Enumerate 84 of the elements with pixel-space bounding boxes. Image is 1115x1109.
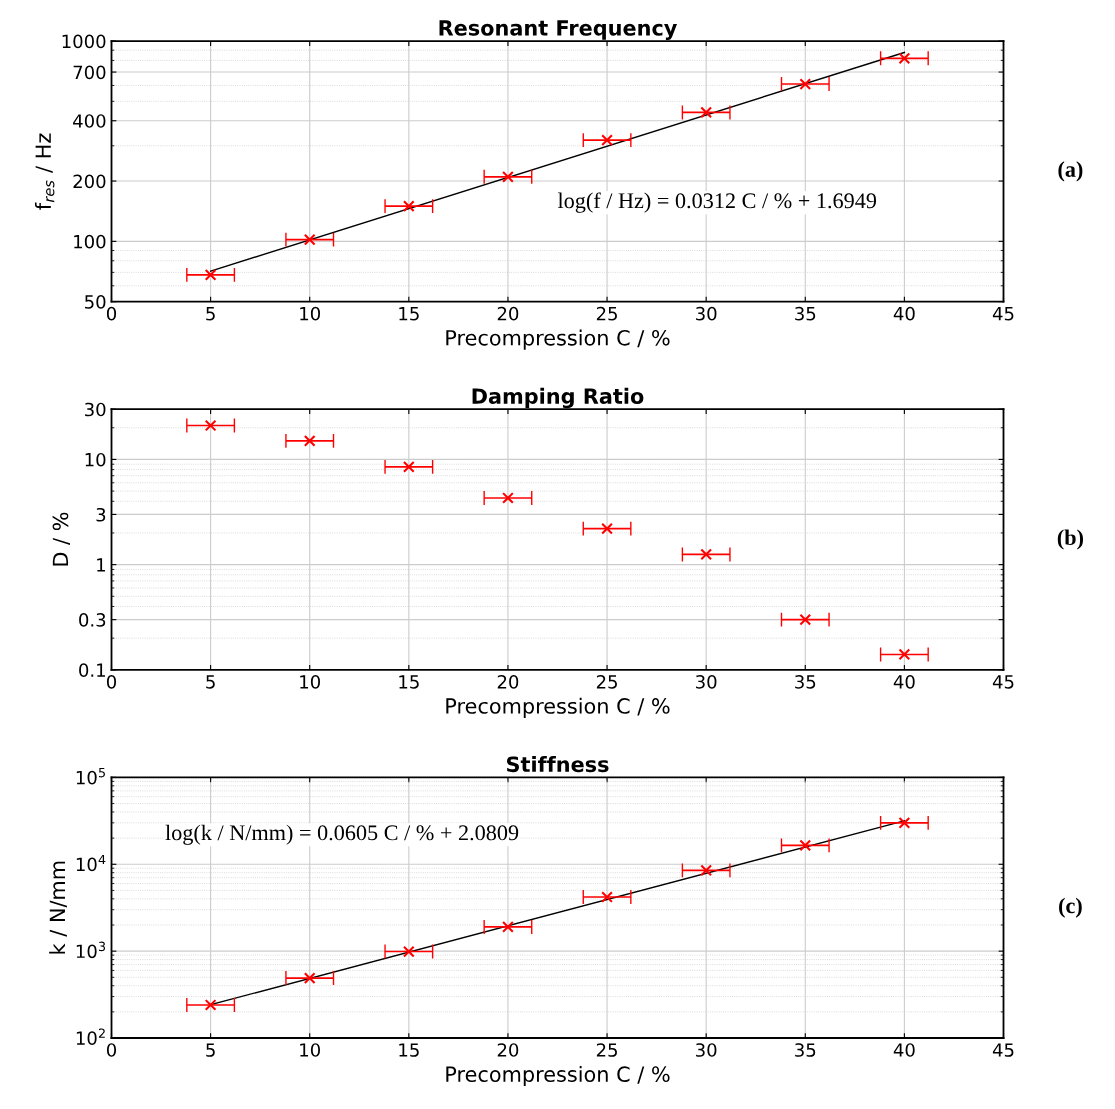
point: [799, 78, 812, 90]
x-tick-label: 10: [300, 306, 321, 321]
x-tick-label: 10: [300, 1043, 321, 1057]
y-tick-label: 0.3: [79, 613, 106, 627]
x-tick-label: 0: [106, 675, 117, 689]
y-tick-label: 400: [73, 114, 106, 128]
y-tick-label: 700: [73, 65, 106, 80]
y-tick-label: 10$^{2}$: [76, 1028, 105, 1045]
x-tick-label: 25: [596, 1043, 617, 1057]
point: [204, 999, 217, 1011]
x-tick-label: 30: [696, 1043, 717, 1057]
text: (a): [1058, 161, 1083, 182]
x-tick-label: 30: [696, 675, 717, 689]
x-tick-label: 0: [106, 306, 117, 321]
x-axis-title: Precompression C / %: [446, 1065, 670, 1087]
y-tick-label: 0.1: [79, 663, 105, 677]
point: [502, 921, 514, 933]
x-tick-label: 40: [893, 1043, 915, 1057]
x-tick-label: 35: [795, 306, 816, 321]
y-axis-title: D / %: [52, 512, 70, 566]
point: [303, 233, 316, 246]
x-tick-label: 5: [206, 1043, 215, 1057]
point: [700, 548, 713, 561]
y-tick-label: 10$^{3}$: [76, 941, 106, 959]
y-tick-label: 10$^{5}$: [76, 768, 105, 785]
point: [402, 200, 415, 212]
text: (b): [1057, 529, 1083, 550]
y-tick-label: 1000: [62, 34, 106, 49]
x-tick-label: 5: [206, 675, 215, 689]
x-tick-label: 35: [795, 675, 816, 689]
x-axis-title: Precompression C / %: [446, 697, 670, 718]
x-tick-label: 20: [497, 1043, 519, 1057]
point: [601, 891, 613, 903]
y-axis-title: k / N/mm: [49, 861, 67, 954]
x-tick-label: 5: [206, 307, 215, 321]
point: [303, 434, 316, 447]
x-tick-label: 25: [596, 675, 617, 689]
x-tick-label: 20: [497, 675, 519, 689]
annotation: log(f / Hz) = 0.0312 C / % + 1.6949: [557, 192, 877, 213]
point: [700, 106, 713, 119]
point: [502, 492, 514, 504]
point: [204, 269, 217, 281]
point: [898, 52, 911, 65]
x-tick-label: 10: [300, 675, 321, 689]
x-tick-label: 30: [696, 306, 717, 321]
x-tick-label: 35: [795, 1043, 816, 1057]
chart-title: Resonant Frequency: [439, 20, 677, 40]
x-tick-label: 45: [992, 1043, 1014, 1057]
y-tick-label: 200: [73, 174, 106, 189]
annotation: log(k / N/mm) = 0.0605 C / % + 2.0809: [165, 824, 519, 845]
chart-title: Damping Ratio: [472, 387, 644, 409]
point: [601, 522, 613, 535]
x-tick-label: 15: [399, 307, 419, 321]
y-tick-label: 1: [97, 558, 105, 572]
point: [700, 864, 713, 877]
point: [502, 170, 514, 183]
point: [601, 134, 613, 147]
x-tick-label: 45: [992, 675, 1014, 689]
x-tick-label: 15: [399, 1043, 419, 1057]
point: [799, 613, 812, 626]
point: [898, 648, 911, 661]
x-tick-label: 40: [893, 675, 915, 689]
chart-title: Stiffness: [507, 756, 609, 773]
x-axis-title: Precompression C / %: [446, 329, 670, 350]
y-tick-label: 30: [85, 402, 106, 417]
x-tick-label: 20: [497, 306, 519, 321]
text: (c): [1059, 897, 1082, 918]
point: [898, 816, 911, 829]
x-tick-label: 15: [399, 675, 419, 689]
point: [799, 839, 812, 852]
x-tick-label: 0: [106, 1043, 117, 1057]
y-tick-label: 10: [85, 452, 106, 467]
y-tick-label: 10$^{4}$: [76, 854, 106, 872]
point: [402, 945, 415, 958]
y-tick-label: 100: [74, 234, 106, 249]
y-tick-label: 3: [96, 507, 106, 522]
point: [303, 972, 316, 984]
x-tick-label: 25: [596, 306, 617, 321]
y-tick-label: 50: [85, 295, 106, 309]
point: [402, 460, 415, 473]
point: [204, 419, 217, 432]
x-tick-label: 40: [893, 306, 915, 321]
y-axis-title: f$_{res}$ / Hz: [34, 133, 55, 210]
x-tick-label: 45: [992, 307, 1014, 321]
